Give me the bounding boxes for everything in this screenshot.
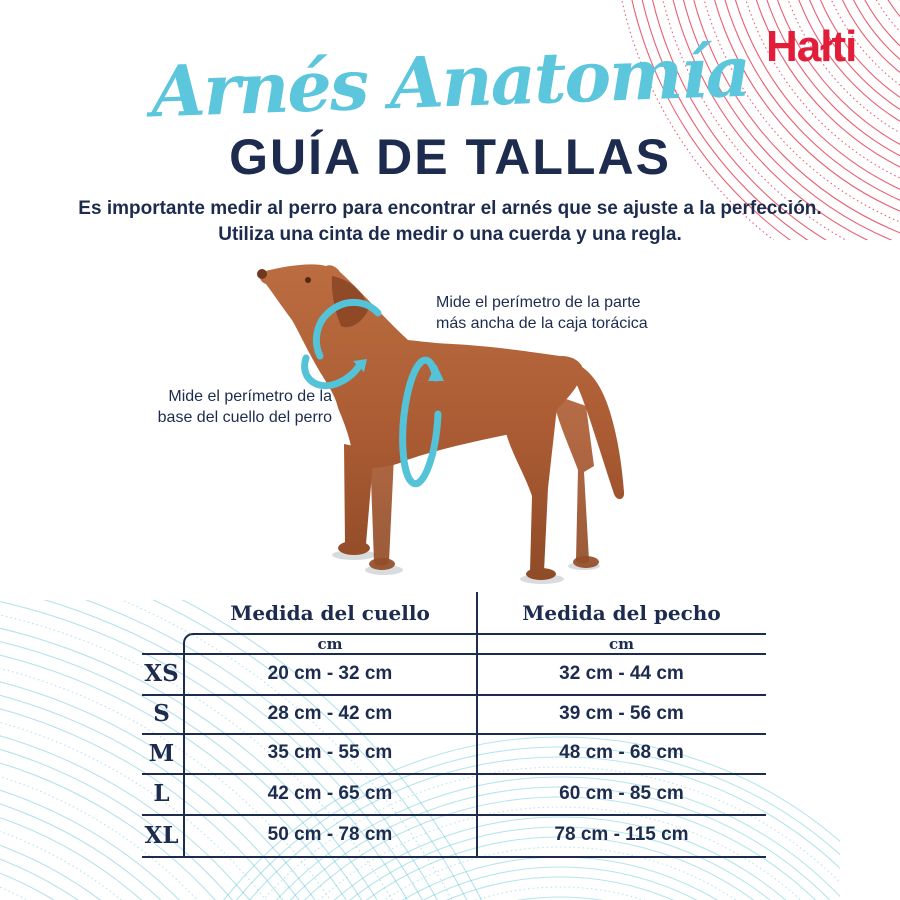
table-row-m: M 35 cm - 55 cm 48 cm - 68 cm	[140, 735, 766, 771]
chest-range: 48 cm - 68 cm	[559, 742, 684, 763]
size-label: M	[148, 739, 175, 767]
dog-measurement-diagram	[257, 264, 625, 584]
table-line	[142, 653, 766, 655]
chest-range: 39 cm - 56 cm	[559, 702, 684, 724]
halti-logo: Hałti	[766, 22, 857, 71]
chest-range: 60 cm - 85 cm	[559, 782, 684, 804]
chest-note-line-2: más ancha de la caja torácica	[436, 315, 648, 332]
neck-range: 42 cm - 65 cm	[267, 782, 393, 804]
dog-nose	[257, 269, 267, 279]
chest-range: 32 cm - 44 cm	[559, 662, 684, 684]
column-header-neck: Medida del cuello	[230, 601, 430, 625]
bottom-left-teal-wave-pattern	[0, 600, 840, 900]
table-line	[142, 694, 766, 696]
size-label: XS	[144, 660, 179, 687]
intro-text: Es importante medir al perro para encont…	[0, 196, 900, 248]
unit-cell-neck: cm	[317, 635, 343, 653]
table-row-s: S 28 cm - 42 cm 39 cm - 56 cm	[140, 696, 766, 731]
table-row-xl: XL 50 cm - 78 cm 78 cm - 115 cm	[140, 816, 766, 854]
chest-range: 78 cm - 115 cm	[554, 824, 689, 845]
table-line	[142, 856, 766, 858]
size-label: XL	[144, 821, 179, 849]
table-inner-border	[183, 633, 766, 858]
chest-note-line-1: Mide el perímetro de la parte	[436, 294, 641, 311]
neck-note-line-1: Mide el perímetro de la	[168, 388, 332, 405]
size-label: L	[153, 780, 170, 807]
unit-cell-chest: cm	[608, 635, 634, 653]
neck-range: 35 cm - 55 cm	[267, 742, 393, 763]
neck-range: 20 cm - 32 cm	[267, 662, 393, 684]
table-line	[142, 814, 766, 816]
table-center-divider	[476, 592, 478, 856]
size-table: Medida del cuello Medida del pecho cm cm…	[140, 592, 766, 862]
table-row-l: L 42 cm - 65 cm 60 cm - 85 cm	[140, 775, 766, 812]
neck-measure-arrow	[301, 298, 382, 390]
column-header-chest: Medida del pecho	[522, 601, 721, 625]
chest-measure-note: Mide el perímetro de la parte más ancha …	[436, 292, 676, 334]
table-line	[142, 773, 766, 775]
intro-line-1: Es importante medir al perro para encont…	[78, 198, 822, 219]
neck-measure-note: Mide el perímetro de la base del cuello …	[112, 386, 332, 428]
dog-eye	[305, 277, 311, 283]
chest-measure-arrow	[399, 356, 444, 488]
neck-range: 28 cm - 42 cm	[267, 702, 393, 724]
table-line	[142, 733, 766, 735]
page-title: GUÍA DE TALLAS	[229, 129, 671, 185]
neck-range: 50 cm - 78 cm	[267, 824, 393, 845]
intro-line-2: Utiliza una cinta de medir o una cuerda …	[218, 224, 682, 245]
neck-note-line-2: base del cuello del perro	[157, 409, 332, 426]
size-label: S	[153, 700, 170, 727]
table-row-xs: XS 20 cm - 32 cm 32 cm - 44 cm	[140, 655, 766, 692]
